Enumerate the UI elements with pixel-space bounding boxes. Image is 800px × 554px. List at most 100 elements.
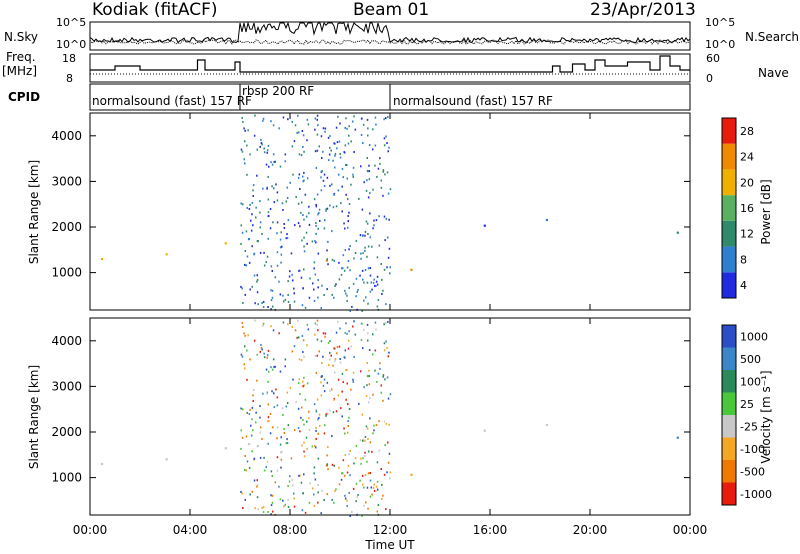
- power-cell: [363, 281, 365, 284]
- velocity-cell: [276, 404, 279, 407]
- power-cell: [276, 264, 279, 267]
- power-cell: [352, 282, 355, 285]
- power-cell: [266, 149, 269, 152]
- colorbar-segment: [722, 347, 736, 370]
- power-cell: [334, 152, 337, 155]
- velocity-cell: [341, 472, 343, 475]
- velocity-cell: [294, 329, 297, 332]
- velocity-cell: [246, 411, 248, 414]
- velocity-cell: [332, 411, 335, 414]
- power-cell: [369, 236, 372, 239]
- velocity-cell: [251, 418, 253, 421]
- velocity-cell: [279, 451, 282, 454]
- power-cell: [279, 246, 282, 249]
- noise-right-tick-bottom: 10^0: [705, 38, 736, 51]
- power-cell: [240, 202, 242, 205]
- power-cell: [326, 207, 329, 210]
- power-cell: [271, 185, 273, 188]
- velocity-cell: [378, 420, 380, 423]
- velocity-cell: [344, 432, 346, 435]
- velocity-cell: [376, 488, 379, 491]
- velocity-cell: [373, 424, 375, 427]
- velocity-cell: [336, 352, 338, 355]
- power-cell: [314, 273, 317, 276]
- velocity-cell: [256, 379, 258, 382]
- power-cell: [366, 222, 369, 225]
- power-cell: [263, 251, 265, 254]
- velocity-cell: [300, 359, 303, 362]
- power-cell: [383, 215, 386, 218]
- power-cell: [311, 240, 314, 243]
- velocity-cell: [353, 320, 355, 323]
- velocity-cell: [318, 413, 321, 416]
- velocity-cell: [270, 504, 273, 507]
- power-cell: [250, 219, 252, 222]
- velocity-cell: [289, 475, 291, 478]
- colorbar-segment: [722, 220, 736, 247]
- station-title: Kodiak (fitACF): [92, 0, 218, 20]
- velocity-cell: [293, 505, 296, 508]
- velocity-cell: [320, 375, 323, 378]
- velocity-cell: [352, 325, 354, 328]
- power-cell: [306, 139, 308, 142]
- power-cell: [329, 204, 331, 207]
- power-cell: [341, 267, 343, 270]
- velocity-cell: [364, 435, 367, 438]
- power-cell: [346, 299, 348, 302]
- velocity-cell: [101, 462, 104, 466]
- velocity-cell: [263, 356, 266, 359]
- power-cell: [292, 173, 294, 176]
- velocity-cell: [383, 342, 386, 345]
- velocity-cell: [256, 485, 258, 488]
- power-cell: [301, 130, 304, 132]
- power-cell: [365, 220, 368, 223]
- velocity-cell: [344, 454, 347, 457]
- power-cell: [374, 116, 377, 119]
- power-cell: [271, 296, 274, 299]
- power-cell: [241, 150, 244, 153]
- velocity-cell: [359, 439, 362, 442]
- power-cell: [284, 160, 286, 163]
- velocity-cell: [165, 458, 168, 461]
- velocity-cell: [360, 339, 363, 341]
- velocity-cell: [351, 510, 353, 513]
- velocity-cell: [303, 423, 305, 426]
- velocity-cell: [248, 413, 251, 415]
- power-cell: [293, 140, 296, 143]
- power-cell: [322, 127, 325, 130]
- power-cell: [308, 296, 311, 299]
- power-cell: [265, 261, 267, 264]
- power-cell: [246, 255, 249, 258]
- power-cell: [293, 287, 295, 290]
- velocity-cell: [330, 354, 332, 357]
- colorbar-segment: [722, 415, 736, 438]
- velocity-cell: [268, 419, 270, 422]
- velocity-cell: [367, 332, 369, 335]
- velocity-cell: [370, 486, 372, 489]
- velocity-cell: [282, 499, 284, 502]
- power-cell: [317, 279, 319, 281]
- velocity-cell: [272, 426, 274, 429]
- power-cell: [335, 283, 337, 286]
- power-cell: [343, 151, 345, 154]
- velocity-cell: [276, 437, 278, 440]
- velocity-cell: [242, 507, 244, 509]
- power-cell: [248, 208, 251, 210]
- velocity-cell: [364, 439, 366, 442]
- power-cell: [244, 293, 246, 296]
- power-cell: [352, 173, 354, 176]
- power-cell: [242, 203, 244, 206]
- velocity-cell: [245, 435, 248, 438]
- velocity-cell: [344, 331, 346, 334]
- power-cell: [303, 245, 305, 248]
- power-cell: [381, 293, 383, 295]
- power-cell: [267, 211, 270, 214]
- power-cell: [254, 114, 256, 117]
- power-cell: [320, 176, 322, 179]
- power-cell: [299, 225, 301, 228]
- velocity-cell: [293, 345, 296, 348]
- power-cell: [362, 278, 364, 281]
- velocity-cell: [389, 393, 392, 396]
- velocity-cell: [376, 510, 379, 513]
- range-tick-label: 1000: [51, 266, 82, 280]
